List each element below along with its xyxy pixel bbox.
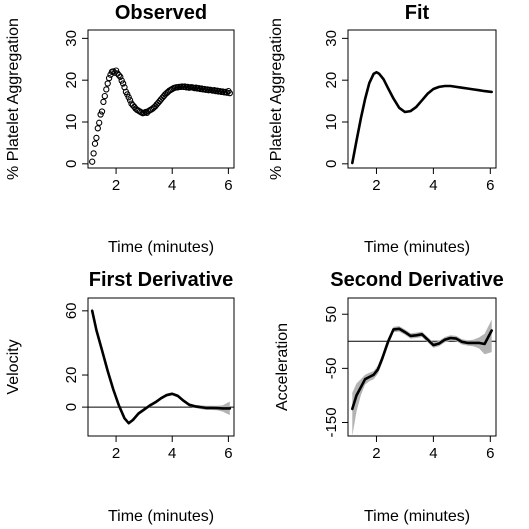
y-tick-label: -50: [323, 358, 340, 380]
y-tick-label: 30: [63, 30, 80, 47]
panel-title: Second Derivative: [330, 269, 503, 291]
plot-frame: [87, 297, 235, 437]
x-tick-label: 2: [372, 177, 380, 194]
x-tick-label: 2: [112, 445, 120, 462]
data-point: [103, 86, 110, 93]
y-tick-label: 0: [63, 160, 80, 168]
data-point: [98, 108, 106, 115]
y-tick-label: 10: [323, 114, 340, 131]
data-point: [91, 140, 99, 147]
y-axis-label: Acceleration: [274, 323, 291, 411]
data-point: [115, 72, 123, 79]
series-line: [350, 327, 494, 411]
plot-frame: [87, 29, 235, 169]
panel-fit: Fit % Platelet Aggregation Time (minutes…: [268, 2, 497, 256]
data-point: [226, 89, 233, 97]
data-point: [100, 98, 107, 106]
data-point: [117, 73, 124, 80]
y-tick-label: 0: [63, 403, 80, 411]
x-tick-label: 6: [224, 177, 232, 194]
y-tick-label: 20: [63, 72, 80, 89]
y-axis-label: Velocity: [5, 339, 22, 394]
data-point: [119, 80, 127, 87]
confidence-band: [352, 319, 492, 436]
data-point: [90, 150, 97, 157]
y-tick-label: 20: [323, 72, 340, 89]
panel-second-derivative: Second Derivative Acceleration Time (min…: [274, 269, 504, 525]
data-point: [96, 119, 103, 126]
data-marks: [88, 307, 234, 425]
data-marks: [350, 70, 494, 165]
x-tick-label: 6: [486, 177, 494, 194]
y-tick-label: 50: [323, 306, 340, 323]
panel-title: First Derivative: [89, 269, 234, 291]
x-axis-label: Time (minutes): [108, 508, 214, 525]
x-tick-label: 6: [486, 445, 494, 462]
x-tick-label: 2: [372, 445, 380, 462]
y-tick-label: 10: [63, 114, 80, 131]
x-tick-label: 4: [429, 445, 437, 462]
ticks: 2 4 6 -150 -50 50: [323, 306, 494, 462]
data-point: [89, 158, 96, 165]
data-marks: [348, 319, 496, 436]
x-tick-label: 4: [429, 177, 437, 194]
panel-first-derivative: First Derivative Velocity Time (minutes)…: [5, 269, 235, 525]
plot-frame: [347, 29, 497, 169]
data-marks: [89, 67, 233, 165]
data-point: [105, 74, 113, 82]
y-tick-label: 20: [63, 367, 80, 384]
y-tick-label: 0: [323, 160, 340, 168]
ticks: 2 4 6 0 10 20 30: [323, 30, 494, 194]
panel-title: Fit: [405, 2, 430, 24]
data-point: [125, 94, 132, 101]
x-axis-label: Time (minutes): [364, 508, 470, 525]
x-axis-label: Time (minutes): [364, 239, 470, 256]
series-line: [350, 70, 494, 165]
x-tick-label: 2: [112, 177, 120, 194]
y-tick-label: 30: [323, 30, 340, 47]
y-axis-label: % Platelet Aggregation: [268, 18, 285, 180]
x-tick-label: 4: [168, 177, 176, 194]
data-point: [126, 97, 134, 104]
panel-observed: Observed % Platelet Aggregation Time (mi…: [5, 2, 235, 256]
data-point: [223, 89, 231, 96]
y-axis-label: % Platelet Aggregation: [5, 18, 22, 180]
data-point: [94, 125, 101, 132]
x-tick-label: 6: [224, 445, 232, 462]
x-tick-label: 4: [168, 445, 176, 462]
data-point: [101, 92, 108, 100]
data-point: [93, 134, 100, 142]
panel-title: Observed: [115, 2, 207, 24]
series-line: [90, 309, 232, 425]
data-point: [97, 111, 104, 118]
y-tick-label: -150: [323, 407, 340, 437]
plot-frame: [347, 297, 497, 437]
data-point: [104, 80, 111, 87]
ticks: 2 4 6 0 10 20 30: [63, 30, 233, 194]
x-axis-label: Time (minutes): [108, 239, 214, 256]
y-tick-label: 60: [63, 302, 80, 319]
